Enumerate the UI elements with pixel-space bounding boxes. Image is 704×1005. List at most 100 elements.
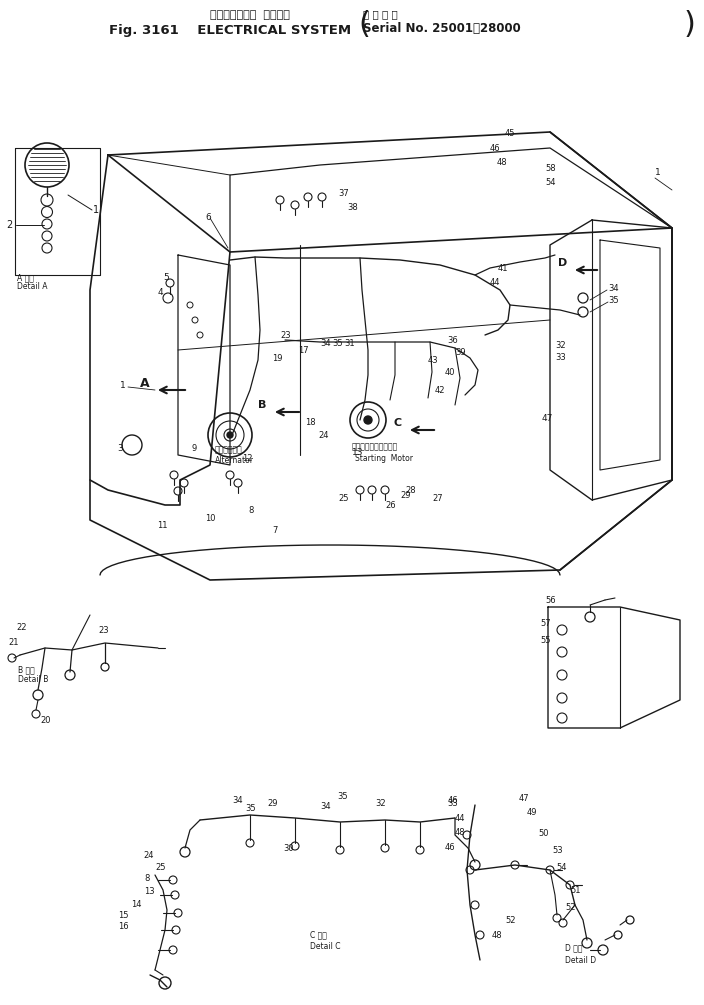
Text: 32: 32: [555, 341, 565, 350]
Text: 6: 6: [205, 212, 210, 221]
Text: 33: 33: [555, 353, 566, 362]
Text: C 詳細: C 詳細: [310, 931, 327, 940]
Text: 58: 58: [545, 164, 555, 173]
Text: B 詳細: B 詳細: [18, 665, 34, 674]
Text: 38: 38: [347, 202, 358, 211]
Text: 21: 21: [8, 637, 18, 646]
Text: 49: 49: [527, 807, 537, 816]
Text: Detail B: Detail B: [18, 674, 49, 683]
Text: 41: 41: [498, 263, 508, 272]
Text: 18: 18: [305, 417, 315, 426]
Text: 23: 23: [98, 625, 108, 634]
Text: 53: 53: [552, 845, 562, 854]
Text: 8: 8: [144, 873, 149, 882]
Text: ): ): [683, 10, 695, 39]
Text: D: D: [558, 258, 567, 268]
Text: 1: 1: [93, 205, 99, 215]
Text: Detail D: Detail D: [565, 956, 596, 965]
Text: 1: 1: [120, 381, 126, 390]
Text: 22: 22: [16, 622, 27, 631]
Text: A: A: [140, 377, 150, 390]
Text: Detail A: Detail A: [17, 281, 47, 290]
Text: 34: 34: [320, 802, 331, 810]
Text: オルタネータ: オルタネータ: [215, 445, 243, 454]
Text: 2: 2: [6, 220, 12, 230]
Text: 55: 55: [540, 635, 551, 644]
Text: 11: 11: [157, 521, 168, 530]
Text: 46: 46: [448, 796, 458, 804]
Text: Alternator: Alternator: [215, 455, 254, 464]
Text: 48: 48: [492, 931, 503, 940]
Text: 47: 47: [519, 794, 529, 803]
Text: 56: 56: [545, 596, 555, 604]
Text: A 詳細: A 詳細: [17, 273, 34, 282]
Text: 24: 24: [143, 850, 153, 859]
Text: 36: 36: [447, 336, 458, 345]
Text: 40: 40: [445, 368, 455, 377]
Text: 33: 33: [447, 799, 458, 807]
Circle shape: [227, 432, 233, 438]
Circle shape: [364, 416, 372, 424]
Text: 24: 24: [318, 430, 329, 439]
Text: 15: 15: [118, 911, 129, 920]
Text: 16: 16: [118, 922, 129, 931]
Text: Fig. 3161    ELECTRICAL SYSTEM: Fig. 3161 ELECTRICAL SYSTEM: [109, 24, 351, 37]
Text: 3: 3: [117, 443, 122, 452]
Text: 39: 39: [455, 348, 465, 357]
Text: 7: 7: [272, 526, 277, 535]
Text: 適 用 号 機: 適 用 号 機: [363, 9, 398, 19]
Text: スターティングモータ: スターティングモータ: [352, 442, 398, 451]
Text: 46: 46: [490, 144, 501, 153]
Text: 44: 44: [490, 277, 501, 286]
Text: 46: 46: [445, 842, 455, 851]
Text: 5: 5: [163, 272, 169, 281]
Text: D 詳細: D 詳細: [565, 944, 582, 953]
Text: 27: 27: [432, 493, 443, 502]
Text: 52: 52: [505, 916, 515, 925]
Text: 37: 37: [338, 189, 348, 198]
Text: 14: 14: [131, 899, 142, 909]
Text: 10: 10: [205, 514, 215, 523]
Text: 19: 19: [272, 354, 282, 363]
Text: C: C: [393, 418, 401, 428]
Text: 34: 34: [320, 339, 331, 348]
Text: 20: 20: [40, 716, 51, 725]
Text: 12: 12: [242, 453, 253, 462]
Text: 48: 48: [455, 827, 465, 836]
Text: 35: 35: [332, 339, 343, 348]
Text: 30: 30: [283, 843, 294, 852]
Text: 17: 17: [298, 346, 308, 355]
Text: エレクトリカル  システム: エレクトリカル システム: [210, 10, 290, 20]
Text: 42: 42: [435, 386, 446, 395]
Text: 35: 35: [608, 295, 619, 305]
Text: 45: 45: [505, 129, 515, 138]
Text: 8: 8: [248, 506, 253, 515]
Text: B: B: [258, 400, 266, 410]
Text: 51: 51: [570, 885, 581, 894]
Text: 50: 50: [538, 828, 548, 837]
Text: (: (: [358, 10, 370, 39]
Text: 23: 23: [280, 331, 291, 340]
Text: 28: 28: [405, 485, 415, 494]
Text: 43: 43: [428, 356, 439, 365]
Text: 54: 54: [556, 862, 567, 871]
Text: 44: 44: [455, 813, 465, 822]
Text: 35: 35: [337, 792, 348, 801]
Text: 54: 54: [545, 178, 555, 187]
Text: 32: 32: [375, 799, 386, 807]
Text: 34: 34: [232, 796, 243, 804]
Text: 1: 1: [655, 168, 661, 177]
Text: 52: 52: [565, 902, 575, 912]
Text: 31: 31: [344, 339, 355, 348]
Text: Starting  Motor: Starting Motor: [355, 453, 413, 462]
Text: 29: 29: [400, 490, 410, 499]
Text: 29: 29: [267, 799, 277, 807]
Text: 26: 26: [385, 500, 396, 510]
Text: Detail C: Detail C: [310, 942, 341, 951]
Text: 34: 34: [608, 283, 619, 292]
Text: 4: 4: [158, 287, 163, 296]
Text: 47: 47: [542, 413, 553, 422]
Text: 57: 57: [540, 618, 551, 627]
Text: 13: 13: [352, 447, 363, 456]
Text: 35: 35: [245, 804, 256, 812]
